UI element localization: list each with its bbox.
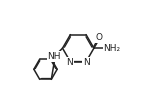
Text: O: O <box>96 33 103 42</box>
Text: NH₂: NH₂ <box>103 44 120 53</box>
Text: N: N <box>83 58 90 67</box>
Text: NH: NH <box>47 52 61 61</box>
Text: N: N <box>66 58 73 67</box>
